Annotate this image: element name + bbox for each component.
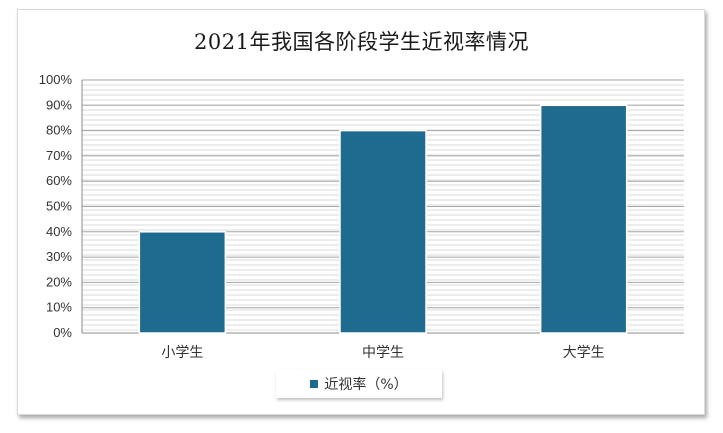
- y-tick-label: 100%: [39, 72, 73, 87]
- y-tick-label: 30%: [46, 249, 72, 264]
- legend-label: 近视率（%）: [324, 377, 408, 393]
- bar-1: [138, 231, 227, 334]
- y-tick-label: 90%: [46, 97, 72, 112]
- bar-2: [339, 129, 427, 334]
- bar-3: [539, 104, 628, 334]
- x-category-label: 小学生: [161, 345, 203, 361]
- y-tick-label: 50%: [46, 199, 72, 214]
- y-tick-label: 10%: [46, 300, 72, 315]
- y-tick-label: 80%: [46, 123, 72, 138]
- y-tick-label: 40%: [46, 224, 72, 239]
- x-category-label: 大学生: [563, 345, 605, 361]
- y-tick-label: 60%: [46, 173, 72, 188]
- y-tick-label: 0%: [53, 325, 72, 340]
- x-category-label: 中学生: [362, 345, 404, 361]
- legend-swatch: [310, 380, 319, 388]
- chart-legend: 近视率（%）: [276, 370, 442, 398]
- y-tick-label: 20%: [46, 274, 72, 289]
- y-tick-label: 70%: [46, 148, 72, 163]
- chart-title: 2021年我国各阶段学生近视率情况: [194, 30, 529, 54]
